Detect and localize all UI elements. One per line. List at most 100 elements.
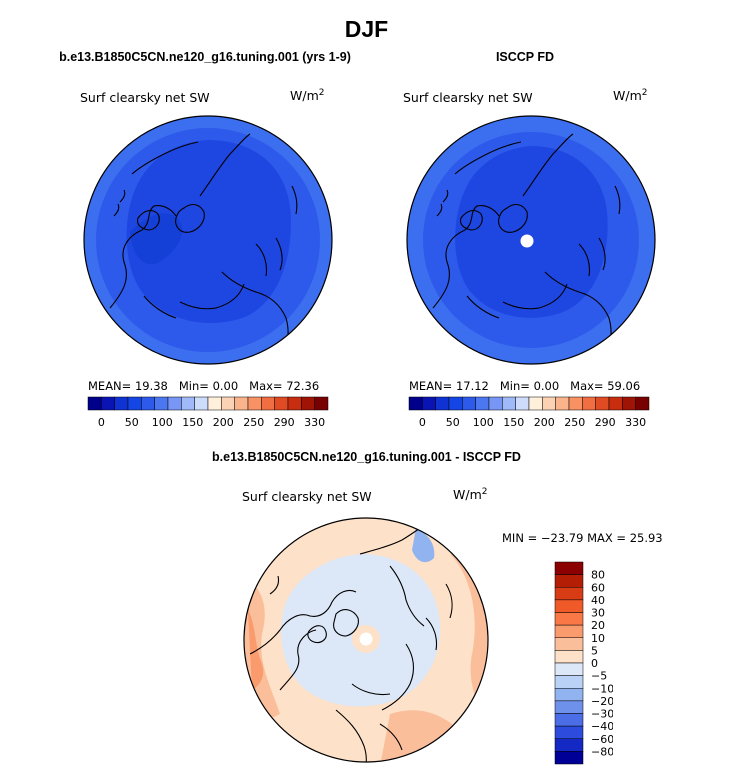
colorbar-swatch (234, 396, 249, 411)
colorbar-tick-label: 150 (182, 416, 203, 428)
colorbar-swatch (502, 396, 516, 411)
colorbar-tick-label: −80 (591, 745, 613, 758)
colorbar-tick-label: 330 (625, 416, 646, 428)
colorbar-tick-label: 80 (591, 569, 605, 582)
panel-1-stats: MEAN= 19.38 Min= 0.00 Max= 72.36 (88, 379, 320, 393)
colorbar-tick-label: 250 (243, 416, 264, 428)
colorbar-tick-label: 0 (98, 416, 105, 428)
colorbar-swatch (247, 396, 262, 411)
panel-2-title: ISCCP FD (495, 50, 555, 64)
map-field-inner (126, 140, 291, 324)
colorbar-tick-label: −10 (591, 682, 613, 695)
panel-1-map (83, 115, 333, 365)
colorbar-swatch (608, 396, 623, 411)
panel-2-colorbar: 0 50 100 150 200 250 290 330 (408, 396, 650, 428)
colorbar-swatch (488, 396, 503, 411)
colorbar-tick-label: 200 (213, 416, 234, 428)
panel-2-min: 0.00 (533, 379, 560, 393)
colorbar-tick-label: −40 (591, 720, 613, 733)
colorbar-tick-label: 200 (534, 416, 555, 428)
colorbar-swatch (554, 688, 584, 702)
colorbar-swatch (314, 396, 329, 411)
colorbar-swatch (167, 396, 182, 411)
colorbar-swatch (181, 396, 195, 411)
panel-2-map (406, 115, 656, 365)
colorbar-tick-label: 290 (595, 416, 616, 428)
colorbar-swatch (114, 396, 129, 411)
pole-no-data (520, 234, 534, 248)
colorbar-swatch (154, 396, 169, 411)
colorbar-swatch (554, 650, 584, 664)
panel-1-mean: 19.38 (134, 379, 168, 393)
colorbar-swatch (554, 624, 584, 638)
colorbar-swatch (554, 561, 584, 575)
panel-2-variable: Surf clearsky net SW (403, 90, 533, 105)
colorbar-swatch (542, 396, 556, 411)
panel-1-min: 0.00 (212, 379, 239, 393)
colorbar-swatch (554, 587, 584, 601)
colorbar-swatch (528, 396, 543, 411)
map-field-cool-patch (412, 528, 435, 563)
colorbar-swatch (554, 675, 584, 689)
colorbar-swatch (515, 396, 530, 411)
colorbar-swatch (127, 396, 142, 411)
colorbar-tick-label: 0 (591, 657, 598, 670)
colorbar-swatch (568, 396, 583, 411)
diff-panel-variable: Surf clearsky net SW (242, 489, 372, 504)
panel-2-stats: MEAN= 17.12 Min= 0.00 Max= 59.06 (409, 379, 641, 393)
colorbar-tick-label: 100 (152, 416, 173, 428)
colorbar-swatch (554, 612, 584, 626)
panel-2-mean: 17.12 (455, 379, 489, 393)
colorbar-swatch (554, 738, 584, 752)
page-title: DJF (344, 16, 389, 42)
colorbar-swatch (141, 396, 155, 411)
colorbar-tick-label: 5 (591, 644, 598, 657)
colorbar-tick-label: 330 (304, 416, 325, 428)
colorbar-tick-label: −5 (591, 670, 607, 683)
coastlines (249, 523, 453, 762)
colorbar-swatch (194, 396, 209, 411)
diff-panel-units: W/m2 (453, 487, 488, 503)
colorbar-tick-label: 150 (503, 416, 524, 428)
colorbar-swatch (261, 396, 275, 411)
colorbar-swatch (462, 396, 476, 411)
colorbar-tick-label: 20 (591, 619, 605, 632)
colorbar-tick-label: −60 (591, 733, 613, 746)
colorbar-swatch (555, 396, 570, 411)
colorbar-swatch (287, 396, 302, 411)
colorbar-swatch (554, 662, 584, 676)
panel-1-colorbar: 0 50 100 150 200 250 290 330 (87, 396, 329, 428)
colorbar-swatch (554, 700, 584, 714)
colorbar-swatch (582, 396, 596, 411)
colorbar-tick-label: 10 (591, 632, 605, 645)
colorbar-tick-label: 60 (591, 581, 605, 594)
colorbar-swatch (435, 396, 450, 411)
colorbar-swatch (595, 396, 610, 411)
colorbar-tick-label: −20 (591, 695, 613, 708)
colorbar-tick-label: 50 (125, 416, 139, 428)
colorbar-swatch (448, 396, 463, 411)
colorbar-swatch (87, 396, 102, 411)
colorbar-tick-label: 30 (591, 607, 605, 620)
panel-1-max: 72.36 (286, 379, 320, 393)
pole-no-data (359, 632, 373, 646)
colorbar-tick-label: −30 (591, 708, 613, 721)
panel-1-units: W/m2 (290, 88, 325, 104)
panel-1-variable: Surf clearsky net SW (80, 90, 210, 105)
diff-panel-title: b.e13.B1850C5CN.ne120_g16.tuning.001 - I… (212, 450, 521, 464)
colorbar-tick-label: 50 (446, 416, 460, 428)
colorbar-swatch (301, 396, 315, 411)
colorbar-swatch (635, 396, 650, 411)
colorbar-swatch (274, 396, 289, 411)
diff-panel-minmax: MIN = −23.79 MAX = 25.93 (502, 531, 663, 545)
colorbar-swatch (554, 574, 584, 588)
colorbar-tick-label: 0 (419, 416, 426, 428)
colorbar-tick-label: 40 (591, 594, 605, 607)
colorbar-tick-label: 290 (274, 416, 295, 428)
colorbar-swatch (554, 751, 584, 765)
colorbar-swatch (422, 396, 436, 411)
colorbar-tick-label: 250 (564, 416, 585, 428)
colorbar-swatch (101, 396, 115, 411)
colorbar-swatch (554, 599, 584, 613)
